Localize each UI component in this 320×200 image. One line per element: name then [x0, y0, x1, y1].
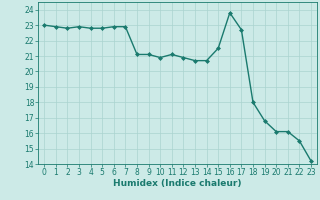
X-axis label: Humidex (Indice chaleur): Humidex (Indice chaleur): [113, 179, 242, 188]
